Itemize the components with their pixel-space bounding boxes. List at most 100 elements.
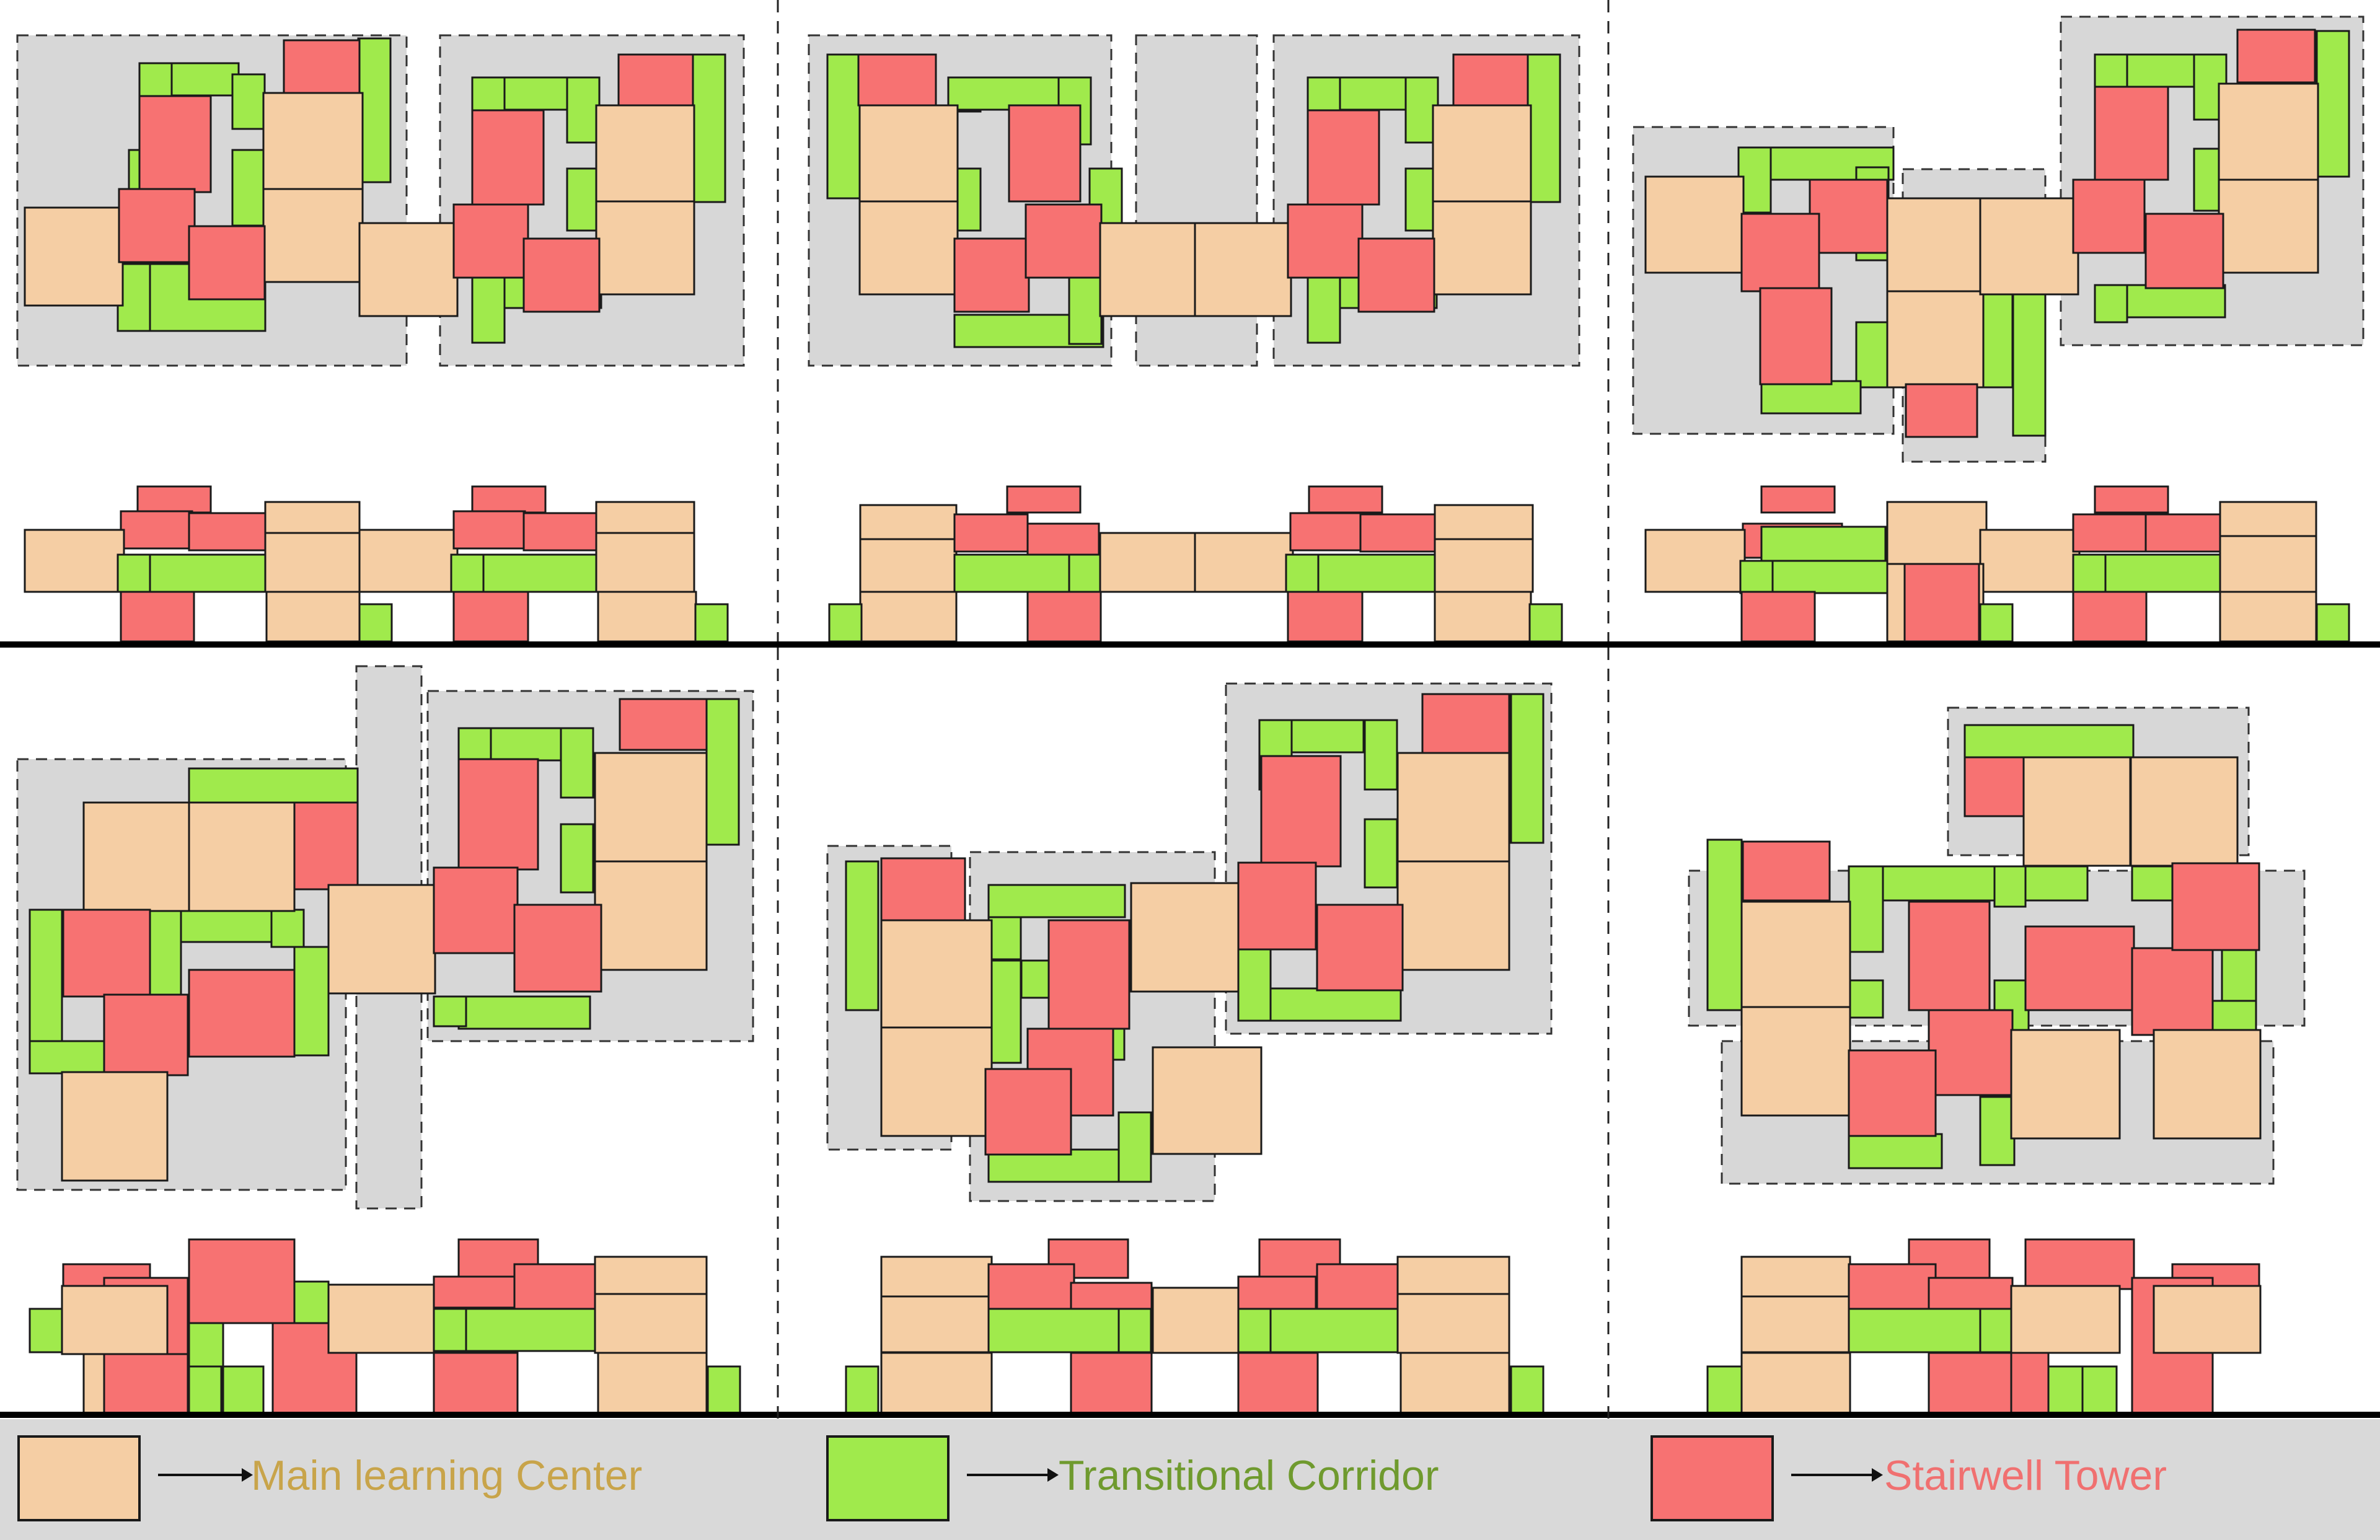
corridor-block (450, 553, 485, 593)
main-learning-block (880, 1256, 993, 1300)
main-learning-block (2218, 82, 2319, 181)
legend-arrow-icon (1791, 1468, 1883, 1482)
stair-tower-block (1848, 1049, 1937, 1137)
stair-tower-block (433, 1352, 519, 1417)
stair-tower-block (103, 993, 189, 1076)
main-learning-block (1434, 591, 1532, 643)
corridor-block (1979, 293, 2014, 389)
corridor-block (987, 1308, 1121, 1353)
corridor-block (29, 909, 63, 1042)
stair-tower-block (953, 513, 1029, 553)
corridor-block (231, 149, 266, 227)
legend: Main learning Center Transitional Corrid… (0, 1419, 2380, 1540)
corridor-block (358, 603, 393, 643)
legend-background (0, 1419, 2380, 1540)
stair-tower-block (452, 203, 529, 279)
main-learning-block (1432, 104, 1532, 203)
main-learning-block (2022, 756, 2131, 867)
corridor-block (222, 1365, 265, 1417)
main-learning-block (1432, 200, 1532, 296)
main-learning-block (594, 1293, 708, 1354)
stair-tower-block (1742, 840, 1831, 902)
corridor-block (1739, 560, 1774, 594)
corridor-block (1285, 553, 1320, 593)
main-learning-block (1099, 222, 1197, 317)
stair-tower-block (1289, 512, 1363, 552)
stair-tower-block (2094, 485, 2169, 514)
main-learning-block (61, 1285, 169, 1355)
corridor-block (828, 603, 863, 643)
corridor-block (1993, 865, 2027, 908)
stair-tower-block (118, 188, 196, 263)
corridor-block (1848, 865, 1884, 953)
main-learning-block (2010, 1029, 2121, 1140)
stair-tower-block (1903, 563, 1980, 643)
corridor-block (1527, 53, 1561, 203)
stair-tower-block (1760, 485, 1836, 514)
stair-tower-block (1359, 513, 1439, 553)
stair-tower-block (283, 39, 361, 97)
corridor-block (560, 823, 594, 894)
corridor-block (2072, 553, 2107, 593)
stair-tower-block (1452, 53, 1529, 107)
main-learning-block (327, 884, 436, 995)
stair-tower-block (1316, 1263, 1404, 1315)
main-learning-block (24, 529, 125, 593)
main-learning-block (1396, 1293, 1510, 1354)
corridor-block (471, 275, 506, 344)
main-learning-block (2153, 1285, 2262, 1354)
corridor-block (2316, 30, 2350, 178)
corridor-block (1258, 987, 1402, 1022)
corridor-block (2081, 1365, 2118, 1417)
main-learning-block (1740, 900, 1851, 1013)
main-learning-block (595, 104, 695, 203)
stair-tower-block (1740, 213, 1820, 293)
main-learning-block (1396, 860, 1510, 971)
stair-tower-block (1740, 591, 1816, 643)
corridor-block (2316, 603, 2350, 643)
stair-tower-block (2024, 925, 2135, 1011)
stair-tower-block (1026, 522, 1100, 559)
corridor-block (1848, 979, 1884, 1019)
main-learning-block (264, 501, 361, 537)
stair-tower-block (984, 1068, 1072, 1156)
corridor-block (148, 909, 182, 998)
stair-tower-block (1759, 287, 1833, 385)
corridor-block (270, 909, 305, 948)
stair-tower-block (188, 969, 296, 1058)
main-learning-block (1644, 529, 1746, 593)
corridor-block (2012, 293, 2047, 437)
main-learning-block (188, 801, 296, 912)
stair-tower-block (1928, 1352, 2014, 1417)
stair-tower-block (2171, 862, 2260, 951)
corridor-block (987, 959, 1022, 1064)
main-learning-block (1434, 538, 1534, 593)
corridor-block (694, 603, 729, 643)
main-learning-block (82, 801, 190, 912)
legend-swatch-corridor (826, 1435, 950, 1521)
corridor-block (1364, 818, 1398, 889)
main-learning-block (1886, 290, 1985, 389)
main-learning-block (859, 538, 958, 593)
corridor-block (1760, 526, 1887, 565)
stair-tower-block (953, 237, 1030, 313)
corridor-block (1979, 1308, 2016, 1353)
main-learning-block (880, 1352, 993, 1417)
stair-tower-block (617, 53, 694, 107)
main-learning-block (1740, 1006, 1851, 1117)
corridor-block (1117, 1308, 1152, 1353)
corridor-block (692, 53, 726, 203)
legend-swatch-main (17, 1435, 141, 1521)
corridor-block (1963, 724, 2135, 760)
corridor-block (566, 167, 601, 232)
stair-tower-block (136, 485, 212, 514)
corridor-block (1068, 275, 1103, 345)
main-learning-block (265, 591, 361, 643)
main-learning-block (1099, 532, 1199, 593)
main-learning-block (880, 1295, 993, 1353)
corridor-block (1528, 603, 1563, 643)
stair-tower-block (2072, 178, 2146, 254)
corridor-block (1510, 1365, 1545, 1417)
stair-tower-block (1963, 756, 2027, 817)
